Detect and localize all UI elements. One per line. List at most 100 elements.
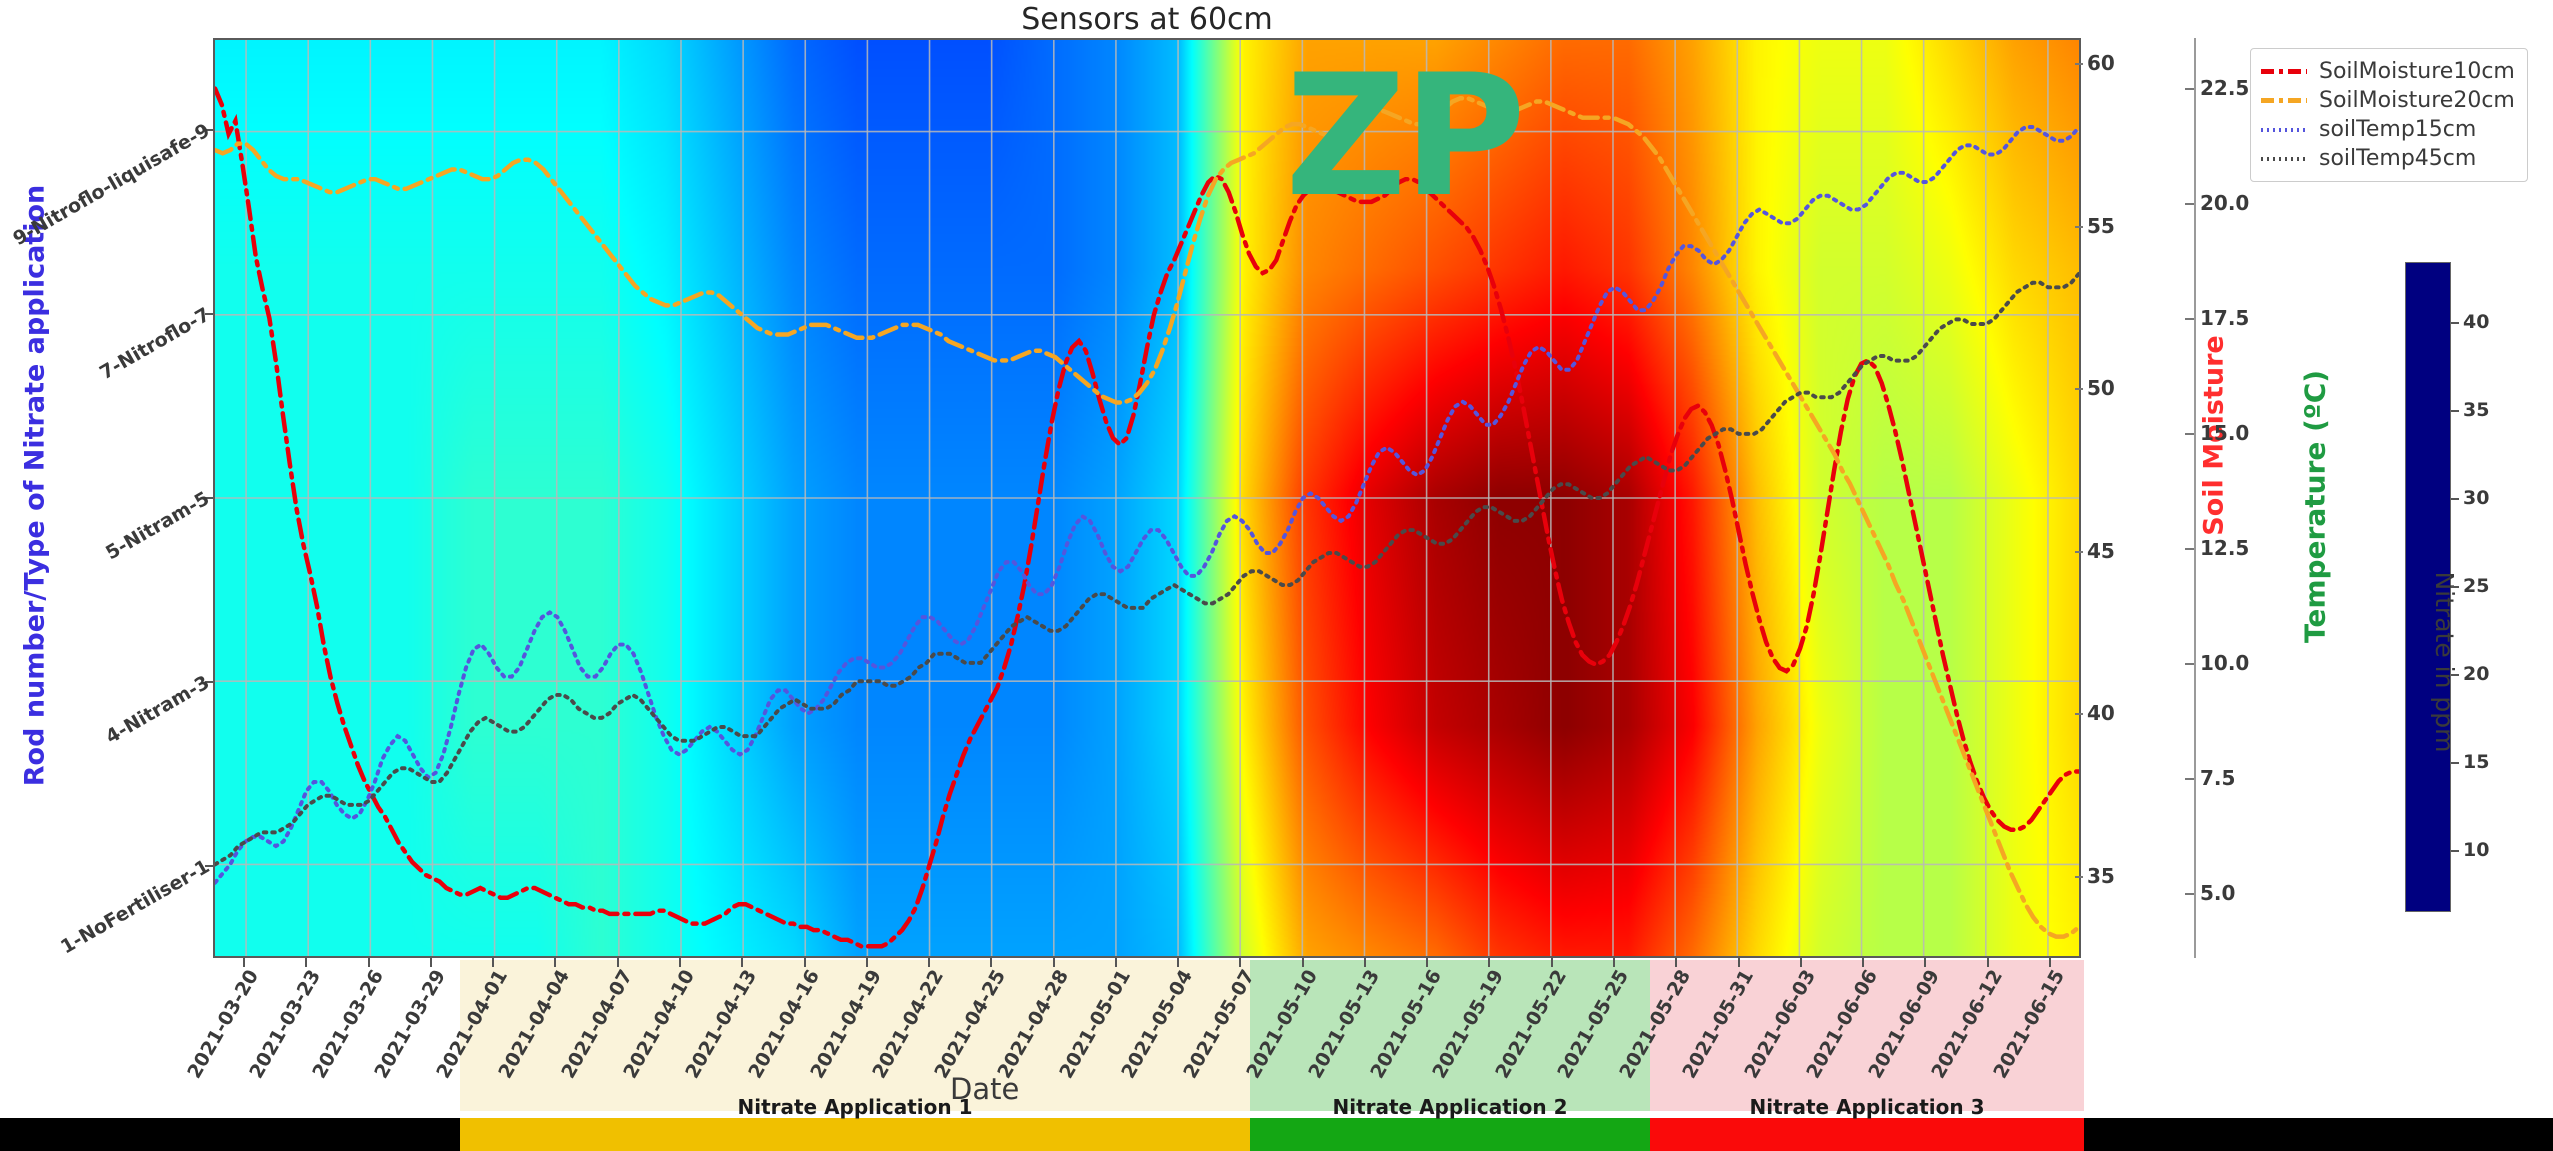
- x-axis-tick-mark: [1052, 958, 1055, 967]
- x-axis-tick-mark: [1675, 958, 1678, 967]
- nitrate-application-bar[interactable]: [1250, 1118, 1650, 1151]
- y-axis-temperature: 5.0 7.5 10.0 12.5 15.0 17.5 20.0 22.5: [2185, 38, 2249, 958]
- colorbar-tick-label: 40: [2463, 311, 2490, 334]
- moisture-tick-label: 50: [2087, 376, 2115, 401]
- nitrate-application-label: Nitrate Application 1: [737, 1095, 973, 1119]
- y-axis-tick-mark: [205, 129, 213, 131]
- x-axis-label: Date: [950, 1072, 1020, 1106]
- y-axis-soil-moisture: 35 40 45 50 55 60: [2075, 38, 2115, 958]
- temperature-tick-mark: [2185, 317, 2194, 320]
- x-axis-tick-mark: [554, 958, 557, 967]
- temperature-tick-label: 7.5: [2200, 765, 2236, 790]
- temperature-tick-label: 20.0: [2200, 190, 2250, 215]
- colorbar-gradient: [2405, 262, 2451, 912]
- y-axis-tick-label: 4-Nitram-3: [102, 671, 214, 749]
- temperature-tick-label: 17.5: [2200, 305, 2250, 330]
- colorbar-tick-label: 35: [2463, 399, 2490, 422]
- date-region-background: [1650, 960, 2084, 1111]
- x-axis-tick-mark: [865, 958, 868, 967]
- colorbar-label: Nitrate in ppm: [2430, 571, 2459, 753]
- colorbar-tick-label: 25: [2463, 575, 2490, 597]
- temperature-tick-label: 12.5: [2200, 535, 2250, 560]
- legend-swatch-3: [2261, 156, 2307, 161]
- colorbar-tick-mark: [2451, 410, 2459, 413]
- y-axis-tick-label: 7-Nitroflo-7: [95, 303, 214, 385]
- legend-item[interactable]: soilTemp45cm: [2261, 144, 2515, 173]
- x-axis-tick-mark: [1799, 958, 1802, 967]
- x-axis-tick-mark: [367, 958, 370, 967]
- moisture-tick-label: 45: [2087, 538, 2115, 563]
- x-axis-tick-mark: [741, 958, 744, 967]
- series-legend[interactable]: SoilMoisture10cm SoilMoisture20cm soilTemp…: [2250, 48, 2528, 182]
- x-axis-tick-mark: [429, 958, 432, 967]
- x-axis-tick-mark: [1550, 958, 1553, 967]
- colorbar-tick-mark: [2451, 673, 2459, 676]
- y-axis-tick-mark: [205, 865, 213, 867]
- x-axis-tick-mark: [243, 958, 246, 967]
- x-axis-tick-mark: [616, 958, 619, 967]
- moisture-tick-label: 60: [2087, 51, 2115, 75]
- colorbar-tick-label: 20: [2463, 662, 2490, 685]
- x-axis-tick-mark: [1301, 958, 1304, 967]
- moisture-tick-mark: [2075, 550, 2083, 553]
- x-axis-tick-mark: [803, 958, 806, 967]
- moisture-tick-mark: [2075, 225, 2083, 228]
- x-axis-tick-mark: [1737, 958, 1740, 967]
- legend-item[interactable]: SoilMoisture20cm: [2261, 86, 2515, 115]
- nitrate-application-label: Nitrate Application 2: [1332, 1095, 1568, 1119]
- temperature-tick-mark: [2185, 202, 2194, 205]
- colorbar-tick-label: 30: [2463, 487, 2490, 510]
- x-axis-tick-mark: [1426, 958, 1429, 967]
- zp-watermark: ZP: [1285, 38, 1526, 234]
- legend-label: soilTemp15cm: [2319, 117, 2477, 142]
- temperature-tick-label: 15.0: [2200, 420, 2250, 445]
- x-axis-tick-mark: [1114, 958, 1117, 967]
- temperature-tick-mark: [2185, 662, 2194, 665]
- legend-label: SoilMoisture10cm: [2319, 59, 2515, 84]
- temperature-tick-mark: [2185, 547, 2194, 550]
- x-axis-tick-mark: [1613, 958, 1615, 967]
- colorbar-tick-mark: [2451, 498, 2459, 501]
- x-axis-tick-mark: [990, 958, 993, 967]
- legend-item[interactable]: soilTemp15cm: [2261, 115, 2515, 144]
- x-axis-tick-mark: [1862, 958, 1865, 967]
- y-axis-tick-mark: [205, 497, 213, 499]
- y-axis-tick-label: 5-Nitram-5: [102, 487, 214, 565]
- legend-label: SoilMoisture20cm: [2319, 88, 2515, 113]
- date-region-background: [1250, 960, 1650, 1111]
- colorbar-tick-mark: [2451, 322, 2459, 325]
- colorbar: Nitrate in ppm 10 15 20 25 30 35 40: [2405, 262, 2489, 912]
- legend-item[interactable]: SoilMoisture10cm: [2261, 57, 2515, 86]
- sensor-series-lines: [215, 86, 2079, 949]
- colorbar-tick-mark: [2451, 849, 2459, 852]
- x-axis-tick-mark: [492, 958, 495, 967]
- moisture-tick-label: 40: [2087, 701, 2115, 726]
- colorbar-tick-mark: [2451, 761, 2459, 764]
- x-axis-tick-mark: [1363, 958, 1366, 967]
- moisture-tick-mark: [2075, 63, 2083, 65]
- moisture-tick-mark: [2075, 388, 2083, 391]
- temperature-tick-label: 10.0: [2200, 650, 2250, 675]
- x-axis-tick-mark: [1924, 958, 1927, 967]
- legend-swatch-0: [2261, 69, 2307, 74]
- y-axis-tick-mark: [205, 681, 213, 683]
- x-axis-tick-mark: [2048, 958, 2051, 967]
- moisture-tick-mark: [2075, 713, 2083, 716]
- nitrate-application-label: Nitrate Application 3: [1749, 1095, 1985, 1119]
- nitrate-application-bar[interactable]: [460, 1118, 1250, 1151]
- page-title: Sensors at 60cm: [1021, 2, 1273, 37]
- legend-swatch-2: [2261, 127, 2307, 132]
- heatmap-plot-area: ZP: [213, 38, 2081, 958]
- y-axis-tick-mark: [205, 313, 213, 315]
- temperature-tick-mark: [2185, 87, 2194, 90]
- moisture-tick-label: 55: [2087, 213, 2115, 238]
- x-axis-tick-mark: [1986, 958, 1989, 967]
- date-region-background: [460, 960, 1250, 1111]
- x-axis-tick-mark: [679, 958, 681, 967]
- temperature-tick-label: 5.0: [2200, 880, 2236, 905]
- moisture-tick-label: 35: [2087, 863, 2115, 888]
- colorbar-tick-label: 15: [2463, 750, 2490, 773]
- nitrate-application-bar[interactable]: [1650, 1118, 2084, 1151]
- legend-label: soilTemp45cm: [2319, 146, 2477, 171]
